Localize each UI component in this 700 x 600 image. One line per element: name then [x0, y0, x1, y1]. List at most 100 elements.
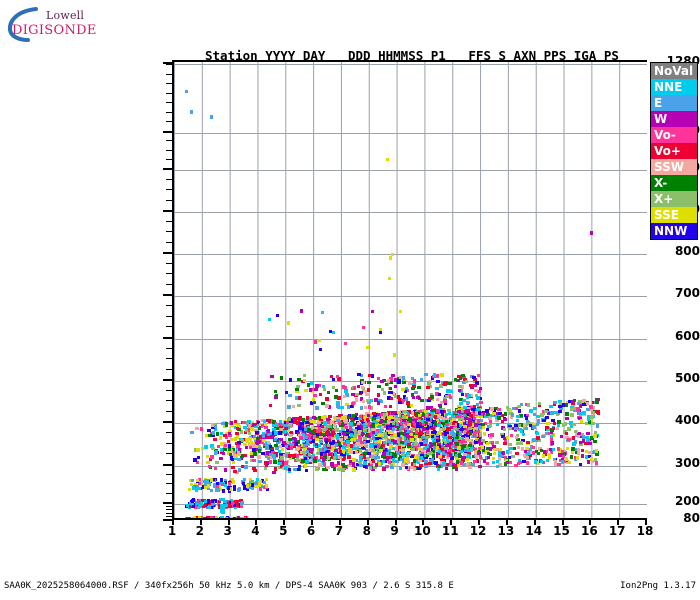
legend-item-sse[interactable]: SSE: [651, 207, 697, 223]
y-minor-tick: [166, 149, 172, 151]
polarization-legend[interactable]: NoVal NNE E W Vo- Vo+ SSW X- X+ SSE NNW: [650, 62, 698, 240]
x-axis-label-8: 8: [362, 524, 371, 538]
y-tick-200: [163, 502, 172, 504]
x-axis-label-5: 5: [279, 524, 288, 538]
x-axis-label-7: 7: [334, 524, 344, 538]
legend-item-ssw[interactable]: SSW: [651, 159, 697, 175]
x-tick-6: [311, 518, 314, 525]
y-axis-label-700: 700: [674, 286, 700, 300]
y-minor-tick: [166, 220, 172, 222]
x-tick-8: [366, 518, 369, 525]
y-tick-1280: [163, 62, 172, 64]
y-tick-800: [163, 252, 172, 254]
legend-item-w[interactable]: W: [651, 111, 697, 127]
x-axis-label-14: 14: [525, 524, 543, 538]
y-minor-tick: [166, 400, 172, 401]
y-minor-tick: [166, 512, 172, 514]
x-axis-label-3: 3: [223, 524, 232, 538]
logo-digisonde-text: DIGISONDE: [12, 23, 97, 38]
x-axis-label-6: 6: [306, 524, 316, 538]
x-tick-17: [617, 518, 620, 525]
x-tick-4: [255, 518, 258, 525]
logo-lowell-text: Lowell: [46, 9, 85, 22]
y-tick-700: [163, 294, 172, 296]
y-minor-tick: [166, 121, 172, 123]
y-minor-tick: [166, 410, 172, 412]
y-tick-400: [163, 421, 172, 423]
y-minor-tick: [166, 283, 172, 285]
y-minor-tick: [166, 368, 172, 370]
y-axis-label-500: 500: [674, 371, 700, 385]
y-minor-tick: [166, 389, 172, 391]
x-tick-1: [172, 518, 174, 525]
y-minor-tick: [166, 241, 172, 243]
legend-item-vo[interactable]: Vo+: [651, 143, 697, 159]
x-tick-3: [227, 518, 230, 525]
x-tick-9: [394, 518, 397, 525]
y-axis-label-400: 400: [674, 413, 700, 427]
x-axis-label-4: 4: [251, 524, 260, 538]
y-minor-tick: [166, 273, 172, 274]
legend-item-nne[interactable]: NNE: [651, 79, 697, 95]
y-tick-600: [163, 337, 172, 339]
ionogram-plot-area[interactable]: [172, 60, 647, 520]
y-minor-tick: [166, 347, 172, 349]
x-axis-label-2: 2: [195, 524, 204, 538]
x-tick-2: [199, 518, 202, 525]
y-axis-label-300: 300: [674, 456, 700, 470]
y-minor-tick: [166, 178, 172, 180]
x-tick-15: [561, 518, 564, 525]
y-minor-tick: [166, 473, 172, 475]
x-axis-label-15: 15: [553, 524, 570, 538]
y-minor-tick: [166, 63, 172, 65]
x-axis-label-18: 18: [636, 524, 654, 538]
x-axis-label-1: 1: [167, 524, 177, 538]
legend-item-x[interactable]: X+: [651, 191, 697, 207]
y-minor-tick: [166, 483, 172, 484]
footer-source-info: SAA0K_2025258064000.RSF / 340fx256h 50 k…: [4, 581, 454, 591]
legend-item-noval[interactable]: NoVal: [651, 63, 697, 79]
x-tick-10: [422, 518, 425, 525]
y-minor-tick: [166, 358, 172, 359]
y-minor-tick: [166, 431, 172, 433]
x-tick-11: [450, 518, 453, 525]
y-minor-tick: [166, 73, 172, 75]
y-minor-tick: [166, 102, 172, 104]
x-axis-label-9: 9: [390, 524, 399, 538]
y-minor-tick: [166, 442, 172, 444]
y-minor-tick: [166, 111, 172, 113]
y-tick-1000: [163, 168, 172, 170]
x-tick-5: [283, 518, 286, 525]
logo-arc-icon: [7, 7, 38, 42]
y-tick-1100: [163, 131, 172, 133]
y-minor-tick: [166, 262, 172, 264]
y-tick-300: [163, 464, 172, 466]
x-axis-label-17: 17: [608, 524, 626, 538]
y-minor-tick: [166, 509, 172, 511]
x-tick-7: [338, 518, 341, 525]
y-minor-tick: [166, 189, 172, 190]
y-minor-tick: [166, 505, 172, 507]
x-tick-14: [533, 518, 536, 525]
x-tick-18: [645, 518, 647, 525]
y-minor-tick: [166, 516, 172, 518]
y-tick-80: [163, 519, 172, 521]
x-axis-label-10: 10: [414, 524, 431, 538]
legend-item-nnw[interactable]: NNW: [651, 223, 697, 239]
x-axis-label-11: 11: [441, 524, 459, 538]
y-minor-tick: [166, 158, 172, 160]
legend-item-e[interactable]: E: [651, 95, 697, 111]
x-axis-label-16: 16: [580, 524, 598, 538]
y-tick-900: [163, 210, 172, 212]
legend-item-vo[interactable]: Vo-: [651, 127, 697, 143]
y-minor-tick: [166, 326, 172, 328]
y-minor-tick: [166, 92, 172, 94]
footer-version: Ion2Png 1.3.17: [620, 581, 696, 591]
legend-item-x[interactable]: X-: [651, 175, 697, 191]
y-axis-label-800: 800: [674, 244, 700, 258]
x-axis-line: [172, 518, 647, 520]
y-minor-tick: [166, 315, 172, 317]
y-minor-tick: [166, 140, 172, 142]
y-minor-tick: [166, 199, 172, 201]
y-tick-500: [163, 379, 172, 381]
